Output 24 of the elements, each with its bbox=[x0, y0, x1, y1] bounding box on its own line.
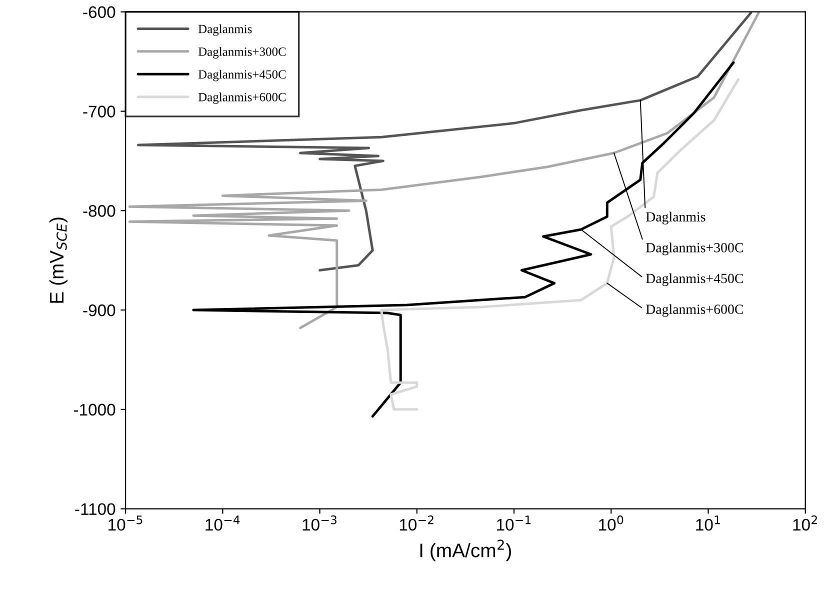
x-tick-label: 10$^{2}$ bbox=[793, 515, 817, 531]
x-tick-label: 10$^{0}$ bbox=[599, 515, 624, 531]
y-tick-label: -700 bbox=[83, 106, 116, 118]
annotation: Daglanmis+300C bbox=[646, 242, 743, 256]
legend-label: Daglanmis+600C bbox=[198, 92, 286, 104]
legend-label: Daglanmis bbox=[198, 24, 252, 36]
annotation: Daglanmis+600C bbox=[646, 304, 743, 317]
y-tick-label: -900 bbox=[83, 304, 116, 316]
y-axis-title: E (mV$_{SCE}$) bbox=[49, 218, 68, 303]
x-tick-label: 10$^{1}$ bbox=[696, 516, 720, 531]
x-axis-title: I (mA/cm$^{2}$) bbox=[420, 540, 512, 562]
y-tick-label: -800 bbox=[83, 205, 116, 217]
annotation: Daglanmis+450C bbox=[646, 273, 743, 286]
x-tick-label: 10$^{−5}$ bbox=[108, 516, 142, 531]
x-tick-label: 10$^{−3}$ bbox=[302, 515, 336, 531]
x-tick-label: 10$^{−4}$ bbox=[206, 516, 240, 531]
x-tick-label: 10$^{−1}$ bbox=[497, 516, 531, 531]
annotation: Daglanmis bbox=[646, 212, 706, 224]
legend-label: Daglanmis+300C bbox=[198, 47, 286, 59]
y-tick-label: -1100 bbox=[75, 503, 116, 515]
x-tick-label: 10$^{−2}$ bbox=[400, 515, 434, 531]
legend-label: Daglanmis+450C bbox=[198, 70, 286, 82]
y-tick-label: -600 bbox=[83, 6, 116, 18]
y-tick-label: -1000 bbox=[74, 404, 116, 416]
